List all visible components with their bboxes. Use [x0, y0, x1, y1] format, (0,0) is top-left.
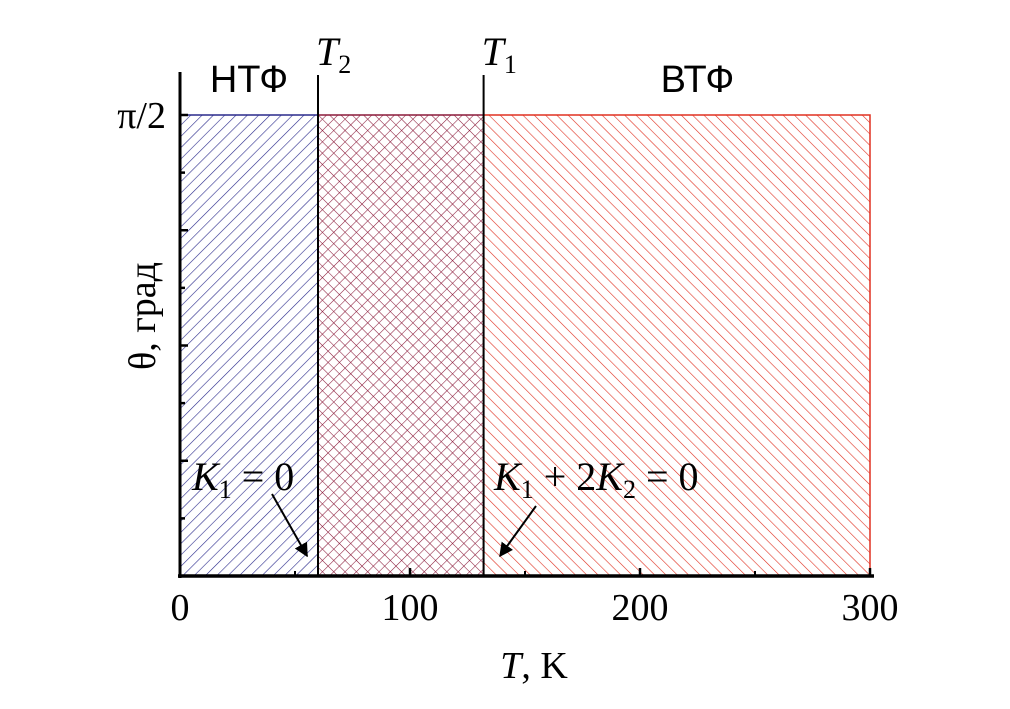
phase-label-0: НТФ: [210, 59, 288, 101]
transition-label-0: T2: [316, 29, 351, 79]
arrow-k1: [271, 493, 308, 558]
y-axis-label: θ, град: [122, 262, 164, 370]
arrow-k1-2k2: [499, 505, 537, 558]
ticks: 0 100 200 300 π/2: [117, 95, 898, 629]
transition-lines: T2 T1: [316, 29, 517, 576]
phase-region-2: [482, 114, 871, 577]
phase-region-1: [317, 114, 485, 577]
annotation-k1: K1 = 0: [191, 454, 294, 504]
x-tick-label-0: 0: [171, 587, 190, 629]
transition-label-1: T1: [482, 29, 517, 79]
annotations: K1 = 0 K1 + 2K2 = 0: [191, 454, 699, 558]
y-tick-label-0: π/2: [117, 95, 166, 137]
x-tick-label-1: 100: [382, 587, 439, 629]
x-tick-label-3: 300: [842, 587, 899, 629]
phase-label-1: ВТФ: [661, 59, 735, 101]
x-axis-label: T, K: [500, 645, 568, 687]
phase-region-0: [179, 114, 319, 577]
phase-regions: [179, 114, 871, 577]
annotation-k1-2k2: K1 + 2K2 = 0: [493, 454, 699, 504]
x-tick-label-2: 200: [612, 587, 669, 629]
